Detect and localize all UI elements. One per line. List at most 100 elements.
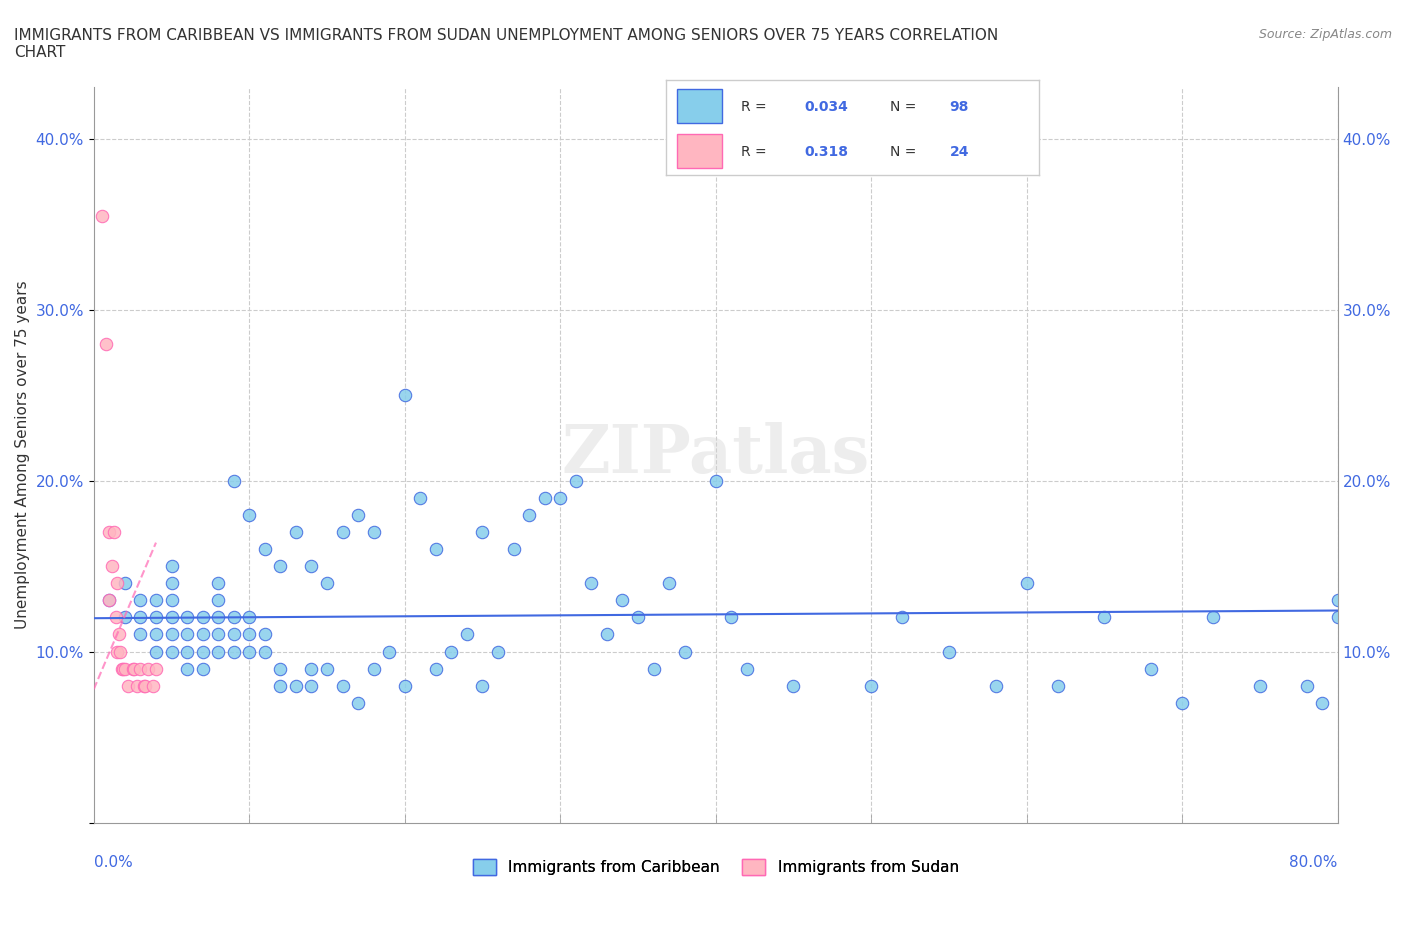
Point	[269, 678, 291, 693]
Point	[160, 592, 183, 607]
Point	[425, 661, 447, 676]
Text: IMMIGRANTS FROM CARIBBEAN VS IMMIGRANTS FROM SUDAN UNEMPLOYMENT AMONG SENIORS OV: IMMIGRANTS FROM CARIBBEAN VS IMMIGRANTS …	[14, 28, 998, 60]
Point	[145, 610, 167, 625]
Point	[112, 661, 135, 676]
Point	[108, 644, 131, 659]
Point	[316, 661, 339, 676]
Point	[301, 678, 323, 693]
Point	[301, 661, 323, 676]
Point	[269, 661, 291, 676]
Point	[253, 541, 276, 556]
Point	[1171, 696, 1194, 711]
Point	[502, 541, 524, 556]
Point	[114, 610, 136, 625]
Point	[627, 610, 650, 625]
Point	[145, 661, 167, 676]
Point	[191, 627, 214, 642]
Point	[160, 559, 183, 574]
Point	[129, 592, 152, 607]
Point	[207, 627, 229, 642]
Point	[1249, 678, 1271, 693]
Point	[207, 576, 229, 591]
Point	[471, 678, 494, 693]
Point	[238, 644, 260, 659]
Point	[127, 678, 149, 693]
Point	[596, 627, 619, 642]
Point	[160, 576, 183, 591]
Point	[612, 592, 634, 607]
Point	[207, 592, 229, 607]
Point	[142, 678, 165, 693]
Point	[486, 644, 509, 659]
Point	[347, 696, 370, 711]
Point	[222, 610, 245, 625]
Point	[238, 627, 260, 642]
Text: ZIPatlas: ZIPatlas	[561, 422, 870, 487]
Point	[658, 576, 681, 591]
Point	[104, 610, 127, 625]
Point	[222, 627, 245, 642]
Point	[394, 678, 416, 693]
Point	[735, 661, 758, 676]
Point	[134, 678, 156, 693]
Point	[114, 576, 136, 591]
Point	[860, 678, 883, 693]
Point	[98, 592, 121, 607]
Point	[207, 610, 229, 625]
Point	[191, 661, 214, 676]
Point	[207, 644, 229, 659]
Point	[440, 644, 463, 659]
Point	[107, 627, 129, 642]
Point	[222, 473, 245, 488]
Point	[301, 559, 323, 574]
Point	[1326, 610, 1348, 625]
Point	[160, 644, 183, 659]
Point	[938, 644, 960, 659]
Point	[145, 627, 167, 642]
Point	[129, 661, 152, 676]
Point	[347, 507, 370, 522]
Point	[176, 610, 198, 625]
Point	[129, 610, 152, 625]
Point	[1140, 661, 1163, 676]
Point	[90, 208, 112, 223]
Point	[1046, 678, 1069, 693]
Point	[176, 627, 198, 642]
Point	[253, 644, 276, 659]
Point	[111, 661, 134, 676]
Point	[145, 644, 167, 659]
Point	[517, 507, 540, 522]
Point	[332, 525, 354, 539]
Point	[1094, 610, 1116, 625]
Y-axis label: Unemployment Among Seniors over 75 years: Unemployment Among Seniors over 75 years	[15, 281, 30, 630]
Point	[471, 525, 494, 539]
Point	[378, 644, 401, 659]
Point	[284, 525, 307, 539]
Point	[316, 576, 339, 591]
Point	[103, 525, 125, 539]
Point	[96, 337, 118, 352]
Point	[238, 610, 260, 625]
Point	[222, 644, 245, 659]
Point	[782, 678, 804, 693]
Point	[720, 610, 742, 625]
Point	[1202, 610, 1225, 625]
Point	[673, 644, 696, 659]
Point	[363, 661, 385, 676]
Text: Source: ZipAtlas.com: Source: ZipAtlas.com	[1258, 28, 1392, 41]
Point	[548, 490, 571, 505]
Point	[456, 627, 478, 642]
Point	[581, 576, 603, 591]
Point	[121, 661, 143, 676]
Point	[117, 678, 139, 693]
Text: 0.0%: 0.0%	[94, 855, 132, 870]
Point	[284, 678, 307, 693]
Legend: Immigrants from Caribbean, Immigrants from Sudan: Immigrants from Caribbean, Immigrants fr…	[467, 853, 965, 881]
Point	[114, 661, 136, 676]
Point	[363, 525, 385, 539]
Text: 80.0%: 80.0%	[1289, 855, 1337, 870]
Point	[643, 661, 665, 676]
Point	[98, 592, 121, 607]
Point	[533, 490, 555, 505]
Point	[132, 678, 155, 693]
